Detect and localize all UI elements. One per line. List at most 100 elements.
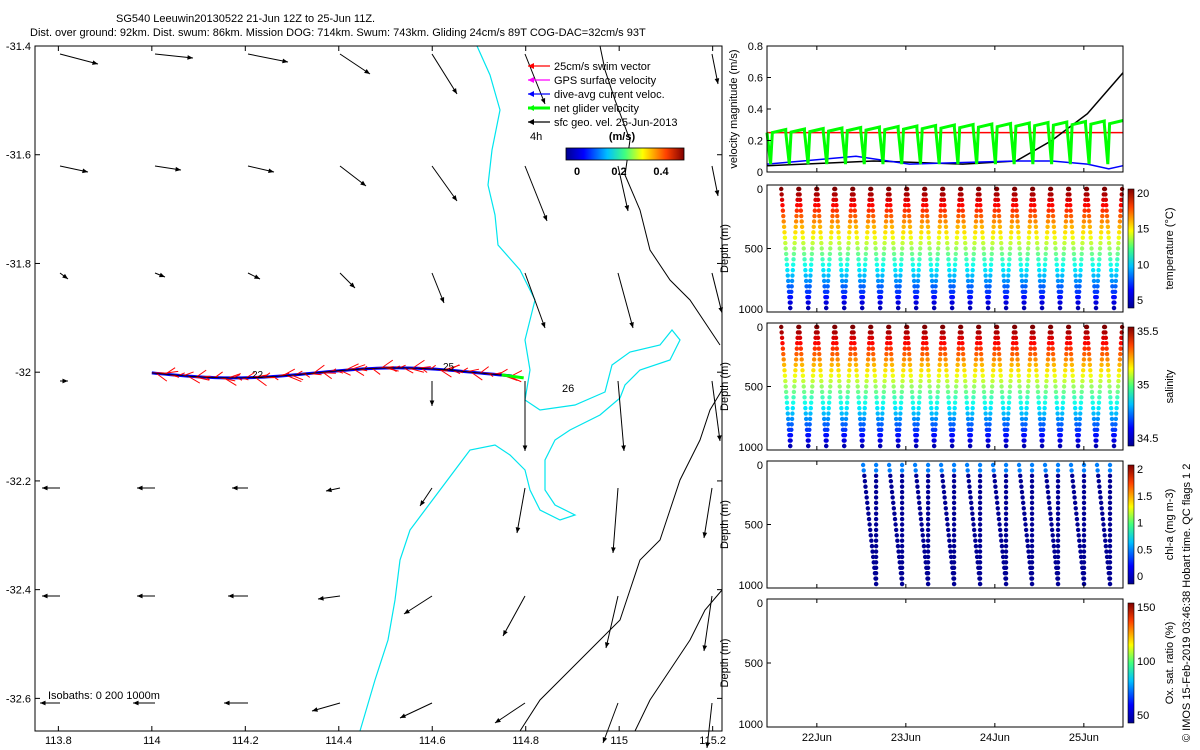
dive-point — [1035, 389, 1041, 395]
dive-point — [980, 368, 985, 373]
dive-point — [889, 351, 894, 357]
geo-velocity-arrow — [247, 165, 275, 174]
dive-point — [871, 351, 876, 357]
dive-point — [930, 422, 935, 427]
dive-point — [863, 389, 869, 395]
dive-point — [830, 203, 836, 208]
dive-point — [898, 267, 903, 273]
dive-point — [993, 484, 998, 489]
dive-point — [934, 400, 940, 405]
chla-colorbar-tick: 2 — [1137, 464, 1143, 476]
dive-point — [821, 411, 826, 416]
geo-velocity-arrow — [611, 487, 619, 554]
dive-point — [839, 405, 844, 411]
dive-point — [861, 278, 867, 284]
dive-point — [827, 395, 832, 400]
dive-point — [921, 543, 927, 549]
dive-point — [989, 246, 995, 251]
dive-point — [977, 581, 983, 587]
dive-point — [873, 240, 878, 246]
dive-point — [810, 240, 815, 246]
dive-point — [970, 273, 975, 278]
dive-point — [1026, 549, 1031, 554]
dive-point — [1112, 300, 1117, 305]
dive-point — [1090, 405, 1096, 411]
dive-point — [817, 224, 823, 230]
dive-point — [1107, 560, 1113, 565]
dive-point — [864, 495, 869, 500]
dive-point — [906, 208, 911, 213]
dive-point — [811, 357, 817, 362]
dive-point — [1055, 560, 1061, 565]
dive-point — [1107, 543, 1113, 549]
dive-point — [1107, 522, 1113, 527]
dive-point — [1118, 203, 1124, 208]
dive-point — [1003, 570, 1009, 576]
chart-title-line2: Dist. over ground: 92km. Dist. swum: 86k… — [30, 27, 646, 39]
dive-point — [879, 427, 884, 432]
dive-point — [1007, 395, 1012, 400]
dive-point — [914, 438, 919, 443]
dive-point — [900, 235, 906, 240]
dive-point — [905, 335, 911, 341]
dive-point — [900, 384, 905, 389]
dive-point — [907, 224, 913, 230]
dive-point — [918, 373, 924, 378]
dive-point — [1069, 362, 1075, 368]
dive-point — [1000, 257, 1005, 262]
dive-point — [973, 357, 979, 362]
dive-point — [901, 224, 906, 230]
dive-point — [1100, 203, 1106, 208]
dive-point — [1067, 330, 1072, 335]
map-xtick-label: 115 — [610, 735, 628, 747]
dive-point — [1084, 324, 1090, 330]
dive-point — [789, 422, 794, 427]
dive-point — [1116, 368, 1122, 373]
dive-point — [1025, 384, 1031, 389]
dive-point — [875, 267, 880, 273]
swim-vector — [223, 377, 237, 386]
dive-point — [1009, 224, 1014, 230]
dive-point — [1108, 267, 1114, 273]
dive-point — [892, 511, 897, 516]
dive-point — [991, 368, 996, 373]
dive-point — [1035, 384, 1040, 389]
dive-point — [942, 213, 948, 219]
dive-point — [1028, 213, 1033, 219]
dive-point — [1095, 473, 1101, 479]
dive-point — [783, 384, 788, 389]
dive-point — [1112, 427, 1118, 432]
dive-point — [1029, 549, 1035, 554]
dive-point — [1068, 203, 1073, 208]
dive-point — [899, 581, 905, 587]
dive-point — [983, 405, 988, 411]
dive-point — [1003, 462, 1009, 468]
dive-point — [875, 405, 880, 411]
dive-point — [1041, 284, 1046, 289]
dive-point — [1032, 341, 1037, 346]
dive-point — [1081, 495, 1087, 500]
dive-point — [965, 267, 970, 273]
dive-point — [828, 373, 834, 378]
dive-point — [933, 278, 939, 284]
dive-point — [899, 495, 905, 500]
dive-point — [1055, 495, 1061, 500]
dive-point — [1008, 235, 1014, 240]
dive-point — [1107, 462, 1113, 468]
velocity-ylabel: velocity magnitude (m/s) — [728, 49, 740, 168]
dive-point — [981, 251, 987, 257]
dive-point — [802, 262, 808, 267]
dive-point — [1052, 378, 1058, 384]
dive-point — [812, 208, 818, 213]
dive-point — [1070, 240, 1076, 246]
legend-arrowhead — [528, 63, 534, 69]
salinity-colorbar-tick: 35.5 — [1137, 326, 1158, 338]
dive-point — [977, 538, 983, 543]
dive-point — [1101, 522, 1106, 527]
dive-point — [986, 438, 991, 443]
dive-point — [920, 346, 925, 351]
dive-point — [1029, 527, 1035, 533]
dive-point — [1084, 186, 1090, 192]
dive-point — [838, 395, 843, 400]
dive-point — [860, 462, 866, 468]
